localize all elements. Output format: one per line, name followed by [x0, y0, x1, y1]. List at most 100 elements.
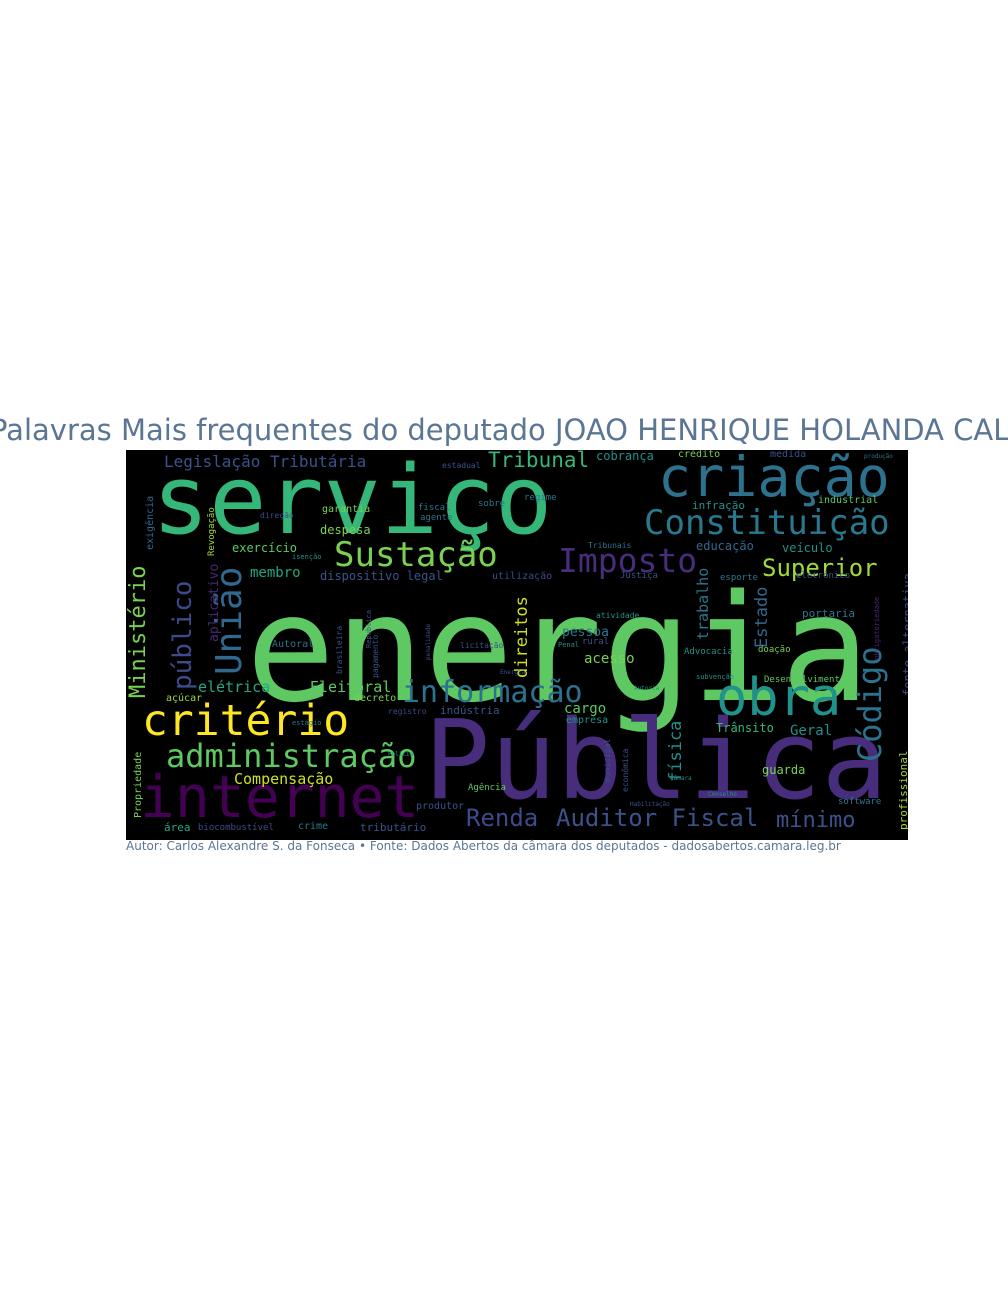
word-99: produção [864, 453, 893, 460]
word-45: guarda [762, 763, 806, 777]
word-43: Geral [790, 723, 833, 739]
word-23: direitos [512, 596, 532, 678]
word-33: despesa [320, 523, 371, 537]
word-88: isenção [292, 553, 322, 561]
word-54: infração [692, 499, 745, 512]
word-29: Compensação [234, 770, 334, 788]
word-56: biocombustível [198, 823, 274, 833]
word-69: utilização [492, 571, 553, 582]
word-94: Autoria [634, 685, 660, 692]
word-3: serviço [152, 450, 553, 556]
word-20: Auditor Fiscal [556, 804, 759, 832]
word-22: mínimo [776, 808, 856, 833]
word-9: obra [716, 668, 842, 728]
word-48: profissional [897, 750, 908, 830]
word-74: sobre [478, 499, 506, 509]
word-28: Eleitoral [310, 678, 392, 696]
word-101: Câmara [670, 775, 692, 782]
word-60: açúcar [166, 693, 203, 704]
word-25: Estado [752, 586, 772, 648]
word-35: cobrança [596, 450, 654, 463]
word-87: atividade [596, 611, 640, 620]
word-89: subvenção [696, 673, 734, 681]
word-91: Republica [365, 610, 373, 648]
word-8: administração [166, 737, 417, 775]
word-61: decreto [354, 693, 397, 704]
word-41: indústria [440, 704, 500, 717]
word-71: eletrônico [796, 571, 851, 581]
word-72: esporte [720, 573, 758, 583]
word-50: aplicativo [207, 563, 222, 642]
word-11: informação [402, 675, 583, 710]
word-30: membro [250, 565, 301, 581]
word-76: agente [420, 513, 453, 523]
word-10: Sustação [334, 535, 498, 575]
word-4: criação [658, 450, 890, 509]
word-83: pagamento [371, 634, 380, 678]
word-14: público [168, 580, 198, 690]
word-19: Tribunal [488, 450, 590, 472]
word-18: Legislação Tributária [164, 452, 367, 471]
word-53: medida [770, 450, 807, 460]
word-84: econômica [621, 748, 630, 792]
word-49: Propriedade [133, 751, 144, 818]
word-81: licitação [460, 641, 504, 650]
word-78: industrial [818, 495, 879, 506]
word-80: registro [388, 707, 427, 716]
word-65: Desenvolvimento [764, 675, 846, 685]
word-16: Superior [762, 554, 878, 582]
word-24: trabalho [694, 567, 712, 640]
word-70: Justiça [620, 571, 658, 581]
word-51: Autoral [272, 639, 315, 650]
word-95: penalidade [425, 623, 432, 660]
word-cloud: energia Pública serviço criação internet Cons… [126, 450, 908, 840]
word-57: crime [298, 821, 329, 832]
word-55: área [164, 821, 191, 834]
word-58: tributário [360, 821, 427, 834]
word-27: elétrica [198, 678, 271, 696]
word-5: internet [140, 763, 420, 831]
word-75: fiscal [418, 503, 451, 513]
word-66: software [838, 797, 882, 807]
word-2: Pública [424, 696, 888, 824]
word-92: Penal [558, 641, 580, 649]
word-67: Revogação [207, 507, 217, 556]
chart-title-text: Palavras Mais frequentes do deputado JOA… [0, 413, 1008, 447]
word-17: Código [851, 646, 889, 762]
word-79: Tribunais [588, 541, 632, 550]
word-21: Renda [466, 804, 539, 832]
word-59: produtor [416, 801, 465, 812]
source-caption: Autor: Carlos Alexandre S. da Fonseca • … [126, 839, 841, 853]
word-15: Ministério [126, 565, 151, 698]
word-63: Advocacia [684, 647, 733, 657]
word-102: Conselho [708, 791, 737, 798]
word-34: garantia [322, 504, 371, 515]
word-97: Energia [500, 669, 526, 676]
word-64: doação [758, 645, 791, 655]
word-7: critério [142, 696, 350, 746]
word-32: exercício [232, 541, 298, 555]
word-62: Agência [468, 783, 506, 793]
word-73: regime [524, 493, 557, 503]
word-42: empresa [566, 715, 609, 726]
word-93: rural [582, 637, 610, 647]
word-90: estágio [292, 719, 322, 727]
word-96: Polícia [388, 751, 414, 758]
word-52: crédito [678, 450, 721, 460]
word-100: Habilitação [630, 801, 670, 808]
word-86: direção [260, 511, 294, 520]
word-44: Trânsito [716, 721, 774, 735]
word-47: fonte alternativa [901, 573, 908, 696]
word-38: acesso [584, 651, 635, 667]
word-98: obrigatoriedade [873, 596, 881, 660]
word-68: exigência [145, 495, 156, 550]
word-82: brasileira [335, 625, 344, 674]
word-12: Imposto [558, 541, 698, 580]
word-36: educação [696, 539, 754, 553]
word-77: estadual [442, 461, 481, 470]
word-37: veículo [782, 541, 833, 555]
word-31: dispositivo legal [320, 569, 443, 583]
word-46: portaria [802, 607, 855, 620]
word-39: pessoa [562, 625, 609, 640]
word-1: energia [246, 563, 870, 735]
